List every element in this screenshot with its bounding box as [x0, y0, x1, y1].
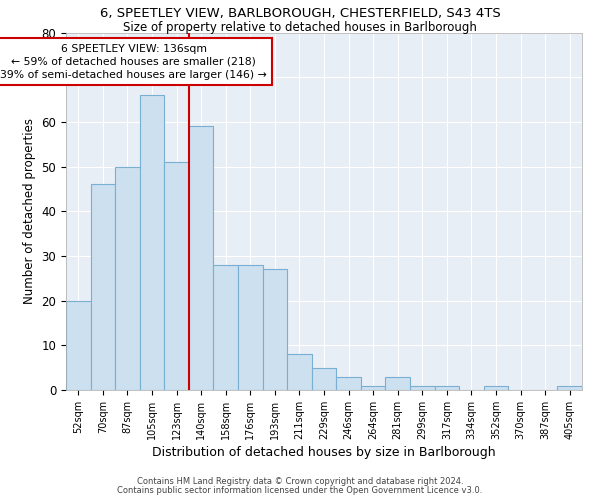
Bar [140, 95, 164, 390]
Bar [189, 126, 214, 390]
Text: Contains HM Land Registry data © Crown copyright and database right 2024.: Contains HM Land Registry data © Crown c… [137, 478, 463, 486]
Text: Contains public sector information licensed under the Open Government Licence v3: Contains public sector information licen… [118, 486, 482, 495]
Bar [336, 376, 361, 390]
X-axis label: Distribution of detached houses by size in Barlborough: Distribution of detached houses by size … [152, 446, 496, 459]
Bar [410, 386, 434, 390]
Bar [287, 354, 312, 390]
Bar [312, 368, 336, 390]
Bar [115, 166, 140, 390]
Bar [557, 386, 582, 390]
Bar [214, 265, 238, 390]
Text: Size of property relative to detached houses in Barlborough: Size of property relative to detached ho… [123, 22, 477, 35]
Bar [164, 162, 189, 390]
Y-axis label: Number of detached properties: Number of detached properties [23, 118, 36, 304]
Bar [484, 386, 508, 390]
Bar [66, 300, 91, 390]
Bar [434, 386, 459, 390]
Bar [385, 376, 410, 390]
Text: 6, SPEETLEY VIEW, BARLBOROUGH, CHESTERFIELD, S43 4TS: 6, SPEETLEY VIEW, BARLBOROUGH, CHESTERFI… [100, 8, 500, 20]
Text: 6 SPEETLEY VIEW: 136sqm
← 59% of detached houses are smaller (218)
39% of semi-d: 6 SPEETLEY VIEW: 136sqm ← 59% of detache… [0, 44, 267, 80]
Bar [91, 184, 115, 390]
Bar [361, 386, 385, 390]
Bar [238, 265, 263, 390]
Bar [263, 270, 287, 390]
